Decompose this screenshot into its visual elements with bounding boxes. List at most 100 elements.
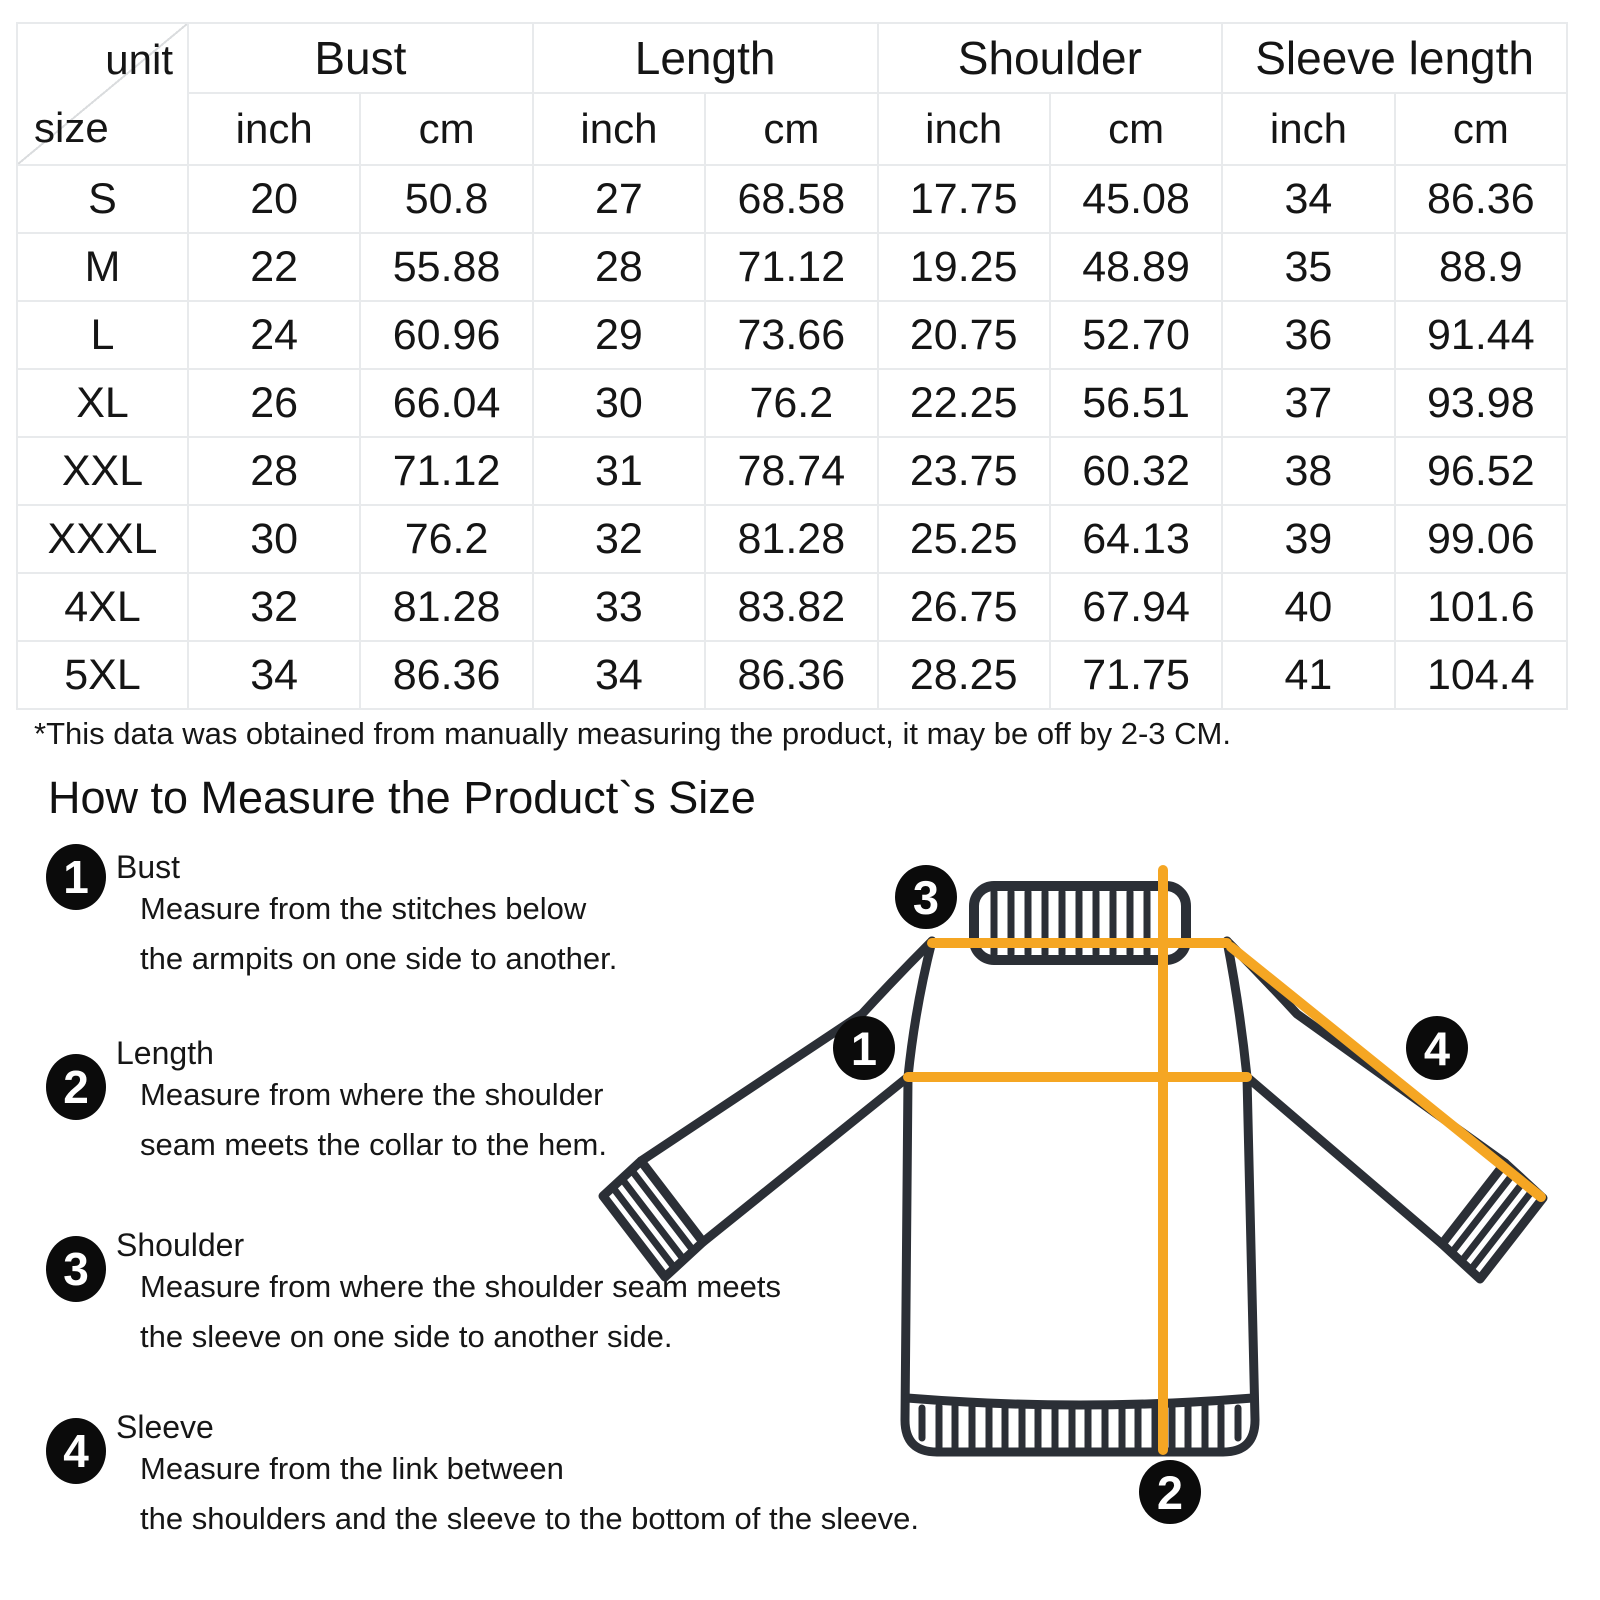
value-cell: 22 [186, 232, 362, 302]
sweater-collar-ribs [990, 888, 1168, 958]
unit-header: cm [1048, 92, 1224, 166]
table-row: XXL 28 71.12 31 78.74 23.75 60.32 38 96.… [16, 436, 1569, 506]
instruction-line: the sleeve on one side to another side. [140, 1319, 673, 1354]
table-row: M 22 55.88 28 71.12 19.25 48.89 35 88.9 [16, 232, 1569, 302]
unit-header: inch [876, 92, 1051, 166]
value-cell: 91.44 [1393, 300, 1569, 370]
badge-number: 4 [63, 1425, 89, 1477]
value-cell: 52.70 [1048, 300, 1224, 370]
value-cell: 81.28 [359, 572, 534, 642]
table-group-header-row: unit size Bust Length Shoulder Sleeve le… [16, 22, 1568, 166]
diagram-badge-2: 2 [1157, 1466, 1183, 1519]
instruction-shoulder: Shoulder Measure from where the shoulder… [116, 1228, 781, 1362]
unit-header: inch [186, 92, 362, 166]
value-cell: 60.32 [1048, 436, 1224, 506]
sweater-right-cuff-ribs [1448, 1168, 1537, 1274]
value-cell: 31 [531, 436, 707, 506]
badge-number: 3 [63, 1243, 89, 1295]
value-cell: 30 [186, 504, 362, 574]
sweater-left-cuff-ribs [609, 1166, 697, 1272]
value-cell: 50.8 [359, 164, 534, 234]
table-row: 5XL 34 86.36 34 86.36 28.25 71.75 41 104… [16, 640, 1569, 710]
value-cell: 60.96 [359, 300, 534, 370]
instruction-length: Length Measure from where the shoulder s… [116, 1036, 607, 1170]
value-cell: 34 [186, 640, 362, 710]
value-cell: 86.36 [704, 640, 879, 710]
value-cell: 86.36 [1393, 164, 1569, 234]
value-cell: 28 [186, 436, 362, 506]
size-cell: L [16, 300, 189, 370]
table-row: XL 26 66.04 30 76.2 22.25 56.51 37 93.98 [16, 368, 1569, 438]
value-cell: 24 [186, 300, 362, 370]
badge-number: 2 [63, 1061, 89, 1113]
value-cell: 36 [1221, 300, 1396, 370]
size-label: size [34, 104, 109, 151]
sweater-hem-top [902, 1393, 1258, 1410]
table-row: S 20 50.8 27 68.58 17.75 45.08 34 86.36 [16, 164, 1569, 234]
column-group-bust: Bust [187, 22, 534, 94]
value-cell: 22.25 [876, 368, 1051, 438]
table-row: XXXL 30 76.2 32 81.28 25.25 64.13 39 99.… [16, 504, 1569, 574]
table-row: L 24 60.96 29 73.66 20.75 52.70 36 91.44 [16, 300, 1569, 370]
instruction-3-badge: 3 [46, 1236, 106, 1302]
sweater-body [900, 936, 1260, 1457]
column-group-sleeve-length: Sleeve length [1221, 22, 1568, 94]
unit-header: inch [1221, 92, 1396, 166]
value-cell: 37 [1221, 368, 1396, 438]
size-cell: M [16, 232, 189, 302]
value-cell: 56.51 [1048, 368, 1224, 438]
instruction-line: Measure from where the shoulder [140, 1077, 604, 1112]
diagram-badge-1: 1 [851, 1022, 877, 1075]
value-cell: 71.75 [1048, 640, 1224, 710]
value-cell: 55.88 [359, 232, 534, 302]
diagram-badge-4: 4 [1424, 1022, 1450, 1075]
sleeve-measure-line [1226, 942, 1546, 1202]
value-cell: 17.75 [876, 164, 1051, 234]
value-cell: 71.12 [704, 232, 879, 302]
instruction-1-badge: 1 [46, 844, 106, 910]
value-cell: 28.25 [876, 640, 1051, 710]
value-cell: 40 [1221, 572, 1396, 642]
value-cell: 71.12 [359, 436, 534, 506]
value-cell: 20 [186, 164, 362, 234]
value-cell: 83.82 [704, 572, 879, 642]
value-cell: 25.25 [876, 504, 1051, 574]
diagram-badge-1-circle [833, 1016, 895, 1080]
value-cell: 93.98 [1393, 368, 1569, 438]
instruction-term: Length [116, 1035, 214, 1071]
value-cell: 19.25 [876, 232, 1051, 302]
instruction-line: the armpits on one side to another. [140, 941, 618, 976]
value-cell: 39 [1221, 504, 1396, 574]
instruction-bust: Bust Measure from the stitches below the… [116, 850, 617, 984]
value-cell: 32 [531, 504, 707, 574]
section-title: How to Measure the Product`s Size [48, 772, 756, 823]
table-corner-cell: unit size [16, 22, 189, 166]
table-row: 4XL 32 81.28 33 83.82 26.75 67.94 40 101… [16, 572, 1569, 642]
instruction-line: Measure from the stitches below [140, 891, 587, 926]
value-cell: 66.04 [359, 368, 534, 438]
instruction-term: Shoulder [116, 1227, 245, 1263]
size-cell: S [16, 164, 189, 234]
unit-header: cm [704, 92, 879, 166]
column-group-length: Length [531, 22, 879, 94]
value-cell: 33 [531, 572, 707, 642]
instruction-term: Bust [116, 849, 181, 885]
badge-number: 1 [63, 851, 89, 903]
value-cell: 73.66 [704, 300, 879, 370]
diagram-badge-4-circle [1406, 1016, 1468, 1080]
value-cell: 34 [531, 640, 707, 710]
value-cell: 20.75 [876, 300, 1051, 370]
value-cell: 27 [531, 164, 707, 234]
size-cell: XXXL [16, 504, 189, 574]
value-cell: 38 [1221, 436, 1396, 506]
instruction-line: Measure from where the shoulder seam mee… [140, 1269, 781, 1304]
value-cell: 96.52 [1393, 436, 1569, 506]
sweater-left-sleeve [636, 936, 937, 1247]
value-cell: 23.75 [876, 436, 1051, 506]
value-cell: 41 [1221, 640, 1396, 710]
instruction-line: Measure from the link between [140, 1451, 564, 1486]
unit-header: cm [359, 92, 534, 166]
instruction-2-badge: 2 [46, 1054, 106, 1120]
value-cell: 67.94 [1048, 572, 1224, 642]
